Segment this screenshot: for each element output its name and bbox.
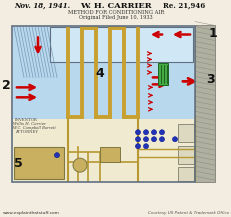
Bar [177, 146, 193, 164]
Bar [12, 119, 194, 182]
Bar [12, 26, 194, 182]
Bar [177, 167, 193, 181]
Text: 4: 4 [94, 67, 103, 80]
Circle shape [151, 130, 156, 135]
Text: 3: 3 [205, 73, 214, 86]
Circle shape [135, 144, 140, 149]
Bar [194, 25, 214, 182]
Text: 5: 5 [14, 157, 23, 170]
Text: Willis H. Carrier: Willis H. Carrier [13, 122, 46, 126]
Circle shape [54, 153, 59, 158]
Bar [100, 147, 119, 162]
Text: METHOD FOR CONDITIONING AIR: METHOD FOR CONDITIONING AIR [67, 10, 164, 15]
Circle shape [172, 137, 177, 142]
Circle shape [159, 130, 164, 135]
Text: Courtesy US Patent & Trademark Office: Courtesy US Patent & Trademark Office [147, 211, 228, 215]
Circle shape [151, 137, 156, 142]
Text: www.explainthatstuff.com: www.explainthatstuff.com [3, 211, 60, 215]
Text: W. H. CARRIER: W. H. CARRIER [80, 2, 151, 10]
Bar [50, 26, 192, 62]
Text: 2: 2 [2, 79, 11, 92]
Text: Nov. 18, 1941.: Nov. 18, 1941. [14, 2, 70, 10]
Circle shape [135, 137, 140, 142]
Circle shape [143, 137, 148, 142]
Text: ATTORNEY: ATTORNEY [15, 130, 38, 134]
Circle shape [143, 144, 148, 149]
Bar [13, 26, 193, 181]
Circle shape [159, 137, 164, 142]
Bar [157, 63, 167, 85]
Text: Re. 21,946: Re. 21,946 [162, 2, 204, 10]
Text: INVENTOR: INVENTOR [15, 118, 38, 122]
Circle shape [135, 130, 140, 135]
Bar [14, 147, 64, 179]
Text: Original Filed June 10, 1933: Original Filed June 10, 1933 [79, 15, 152, 20]
Bar [177, 124, 193, 142]
Circle shape [143, 130, 148, 135]
Text: W.C. Campbell Barrett: W.C. Campbell Barrett [13, 126, 56, 130]
Circle shape [73, 158, 87, 172]
Text: 1: 1 [208, 26, 217, 39]
